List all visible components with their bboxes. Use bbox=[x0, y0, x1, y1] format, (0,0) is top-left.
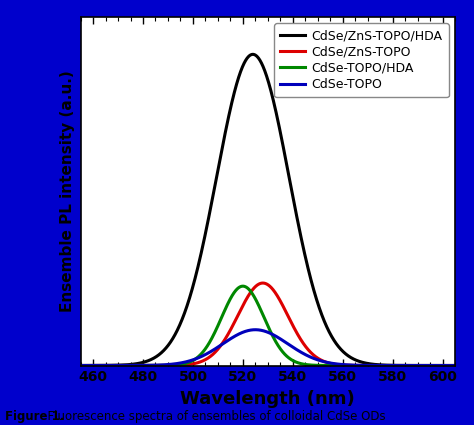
CdSe-TOPO bbox=[441, 363, 447, 368]
CdSe-TOPO bbox=[78, 363, 83, 368]
X-axis label: Wavelength (nm): Wavelength (nm) bbox=[181, 390, 355, 408]
CdSe/ZnS-TOPO/HDA bbox=[441, 363, 447, 368]
CdSe/ZnS-TOPO/HDA bbox=[452, 363, 458, 368]
CdSe/ZnS-TOPO bbox=[441, 363, 447, 368]
CdSe/ZnS-TOPO bbox=[441, 363, 447, 368]
Text: Figure 1.: Figure 1. bbox=[5, 410, 64, 423]
CdSe/ZnS-TOPO bbox=[78, 363, 83, 368]
CdSe-TOPO bbox=[260, 328, 266, 333]
CdSe-TOPO bbox=[253, 327, 258, 332]
CdSe-TOPO/HDA bbox=[240, 283, 246, 289]
CdSe/ZnS-TOPO bbox=[260, 280, 266, 286]
CdSe-TOPO/HDA bbox=[78, 363, 83, 368]
Line: CdSe/ZnS-TOPO: CdSe/ZnS-TOPO bbox=[81, 283, 455, 366]
CdSe/ZnS-TOPO/HDA bbox=[78, 363, 83, 368]
CdSe/ZnS-TOPO bbox=[260, 280, 265, 286]
CdSe-TOPO/HDA bbox=[441, 363, 447, 368]
CdSe/ZnS-TOPO bbox=[452, 363, 458, 368]
CdSe/ZnS-TOPO bbox=[373, 363, 378, 368]
CdSe-TOPO bbox=[373, 363, 378, 368]
CdSe/ZnS-TOPO bbox=[97, 363, 102, 368]
Line: CdSe/ZnS-TOPO/HDA: CdSe/ZnS-TOPO/HDA bbox=[81, 54, 455, 365]
Line: CdSe-TOPO: CdSe-TOPO bbox=[81, 330, 455, 366]
CdSe/ZnS-TOPO/HDA bbox=[260, 63, 266, 68]
CdSe-TOPO/HDA bbox=[97, 363, 102, 368]
CdSe-TOPO/HDA bbox=[260, 312, 266, 317]
CdSe/ZnS-TOPO/HDA bbox=[373, 362, 378, 367]
CdSe/ZnS-TOPO/HDA bbox=[250, 52, 256, 57]
CdSe/ZnS-TOPO/HDA bbox=[441, 363, 447, 368]
CdSe-TOPO bbox=[97, 363, 102, 368]
Text: Fluorescence spectra of ensembles of colloidal CdSe ODs: Fluorescence spectra of ensembles of col… bbox=[40, 410, 386, 423]
CdSe/ZnS-TOPO/HDA bbox=[250, 52, 255, 57]
CdSe-TOPO/HDA bbox=[373, 363, 378, 368]
CdSe/ZnS-TOPO/HDA bbox=[97, 363, 102, 368]
CdSe-TOPO/HDA bbox=[441, 363, 447, 368]
CdSe-TOPO bbox=[250, 327, 255, 332]
Y-axis label: Ensemble PL intensity (a.u.): Ensemble PL intensity (a.u.) bbox=[60, 71, 75, 312]
CdSe-TOPO/HDA bbox=[250, 292, 256, 297]
Line: CdSe-TOPO/HDA: CdSe-TOPO/HDA bbox=[81, 286, 455, 366]
CdSe-TOPO bbox=[441, 363, 447, 368]
CdSe-TOPO bbox=[452, 363, 458, 368]
Legend: CdSe/ZnS-TOPO/HDA, CdSe/ZnS-TOPO, CdSe-TOPO/HDA, CdSe-TOPO: CdSe/ZnS-TOPO/HDA, CdSe/ZnS-TOPO, CdSe-T… bbox=[274, 23, 449, 97]
CdSe-TOPO/HDA bbox=[452, 363, 458, 368]
CdSe/ZnS-TOPO bbox=[250, 287, 255, 292]
